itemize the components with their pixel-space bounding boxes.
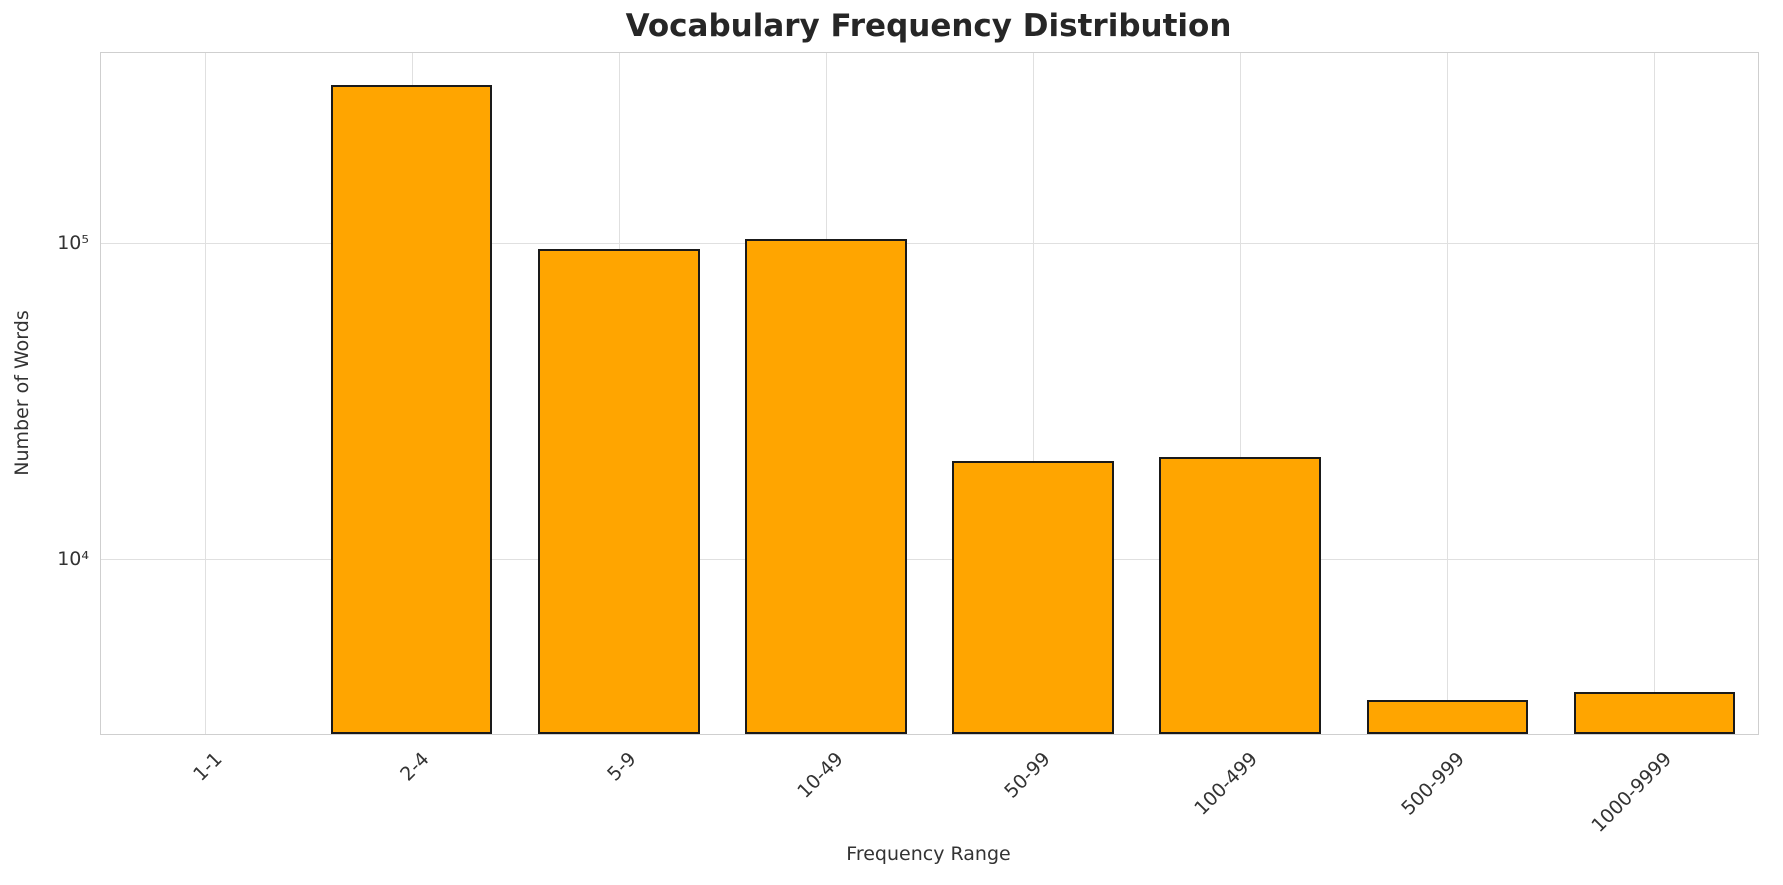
bar-10-49 — [745, 239, 907, 734]
gridline-horizontal — [101, 243, 1758, 245]
x-tick-label-text: 1000-9999 — [1587, 748, 1676, 837]
x-tick-label-text: 5-9 — [602, 748, 641, 786]
x-tick-label-text: 100-499 — [1190, 748, 1262, 820]
gridline-vertical — [1240, 53, 1242, 734]
bar-500-999 — [1366, 699, 1529, 734]
chart-title: Vocabulary Frequency Distribution — [625, 8, 1232, 44]
x-axis-label: Frequency Range — [846, 843, 1011, 865]
y-tick-label: 10⁵ — [57, 232, 89, 255]
bar-50-99 — [952, 460, 1114, 734]
plot-area: 10⁴ 10⁵ 1-1 2-4 5-9 10-49 50-99 100-499 500-999 1… — [57, 52, 1759, 837]
gridline-vertical — [1447, 53, 1449, 734]
bar-100-499 — [1159, 457, 1321, 734]
gridline-vertical — [204, 53, 206, 734]
bar-2-4 — [330, 84, 493, 734]
gridline-vertical — [1654, 53, 1656, 734]
x-tick-label-text: 1-1 — [188, 748, 227, 786]
x-tick-label-text: 2-4 — [395, 748, 434, 786]
gridline-horizontal — [101, 559, 1758, 561]
bar-5-9 — [538, 248, 700, 734]
x-tick-label-text: 10-49 — [792, 748, 848, 803]
gridline-vertical — [1033, 53, 1035, 734]
x-tick-label-text: 500-999 — [1397, 748, 1469, 820]
bar-1000-9999 — [1573, 692, 1736, 734]
x-tick-label-text: 50-99 — [1000, 748, 1055, 803]
y-axis-label: Number of Words — [11, 310, 33, 476]
y-tick-label: 10⁴ — [57, 548, 89, 571]
